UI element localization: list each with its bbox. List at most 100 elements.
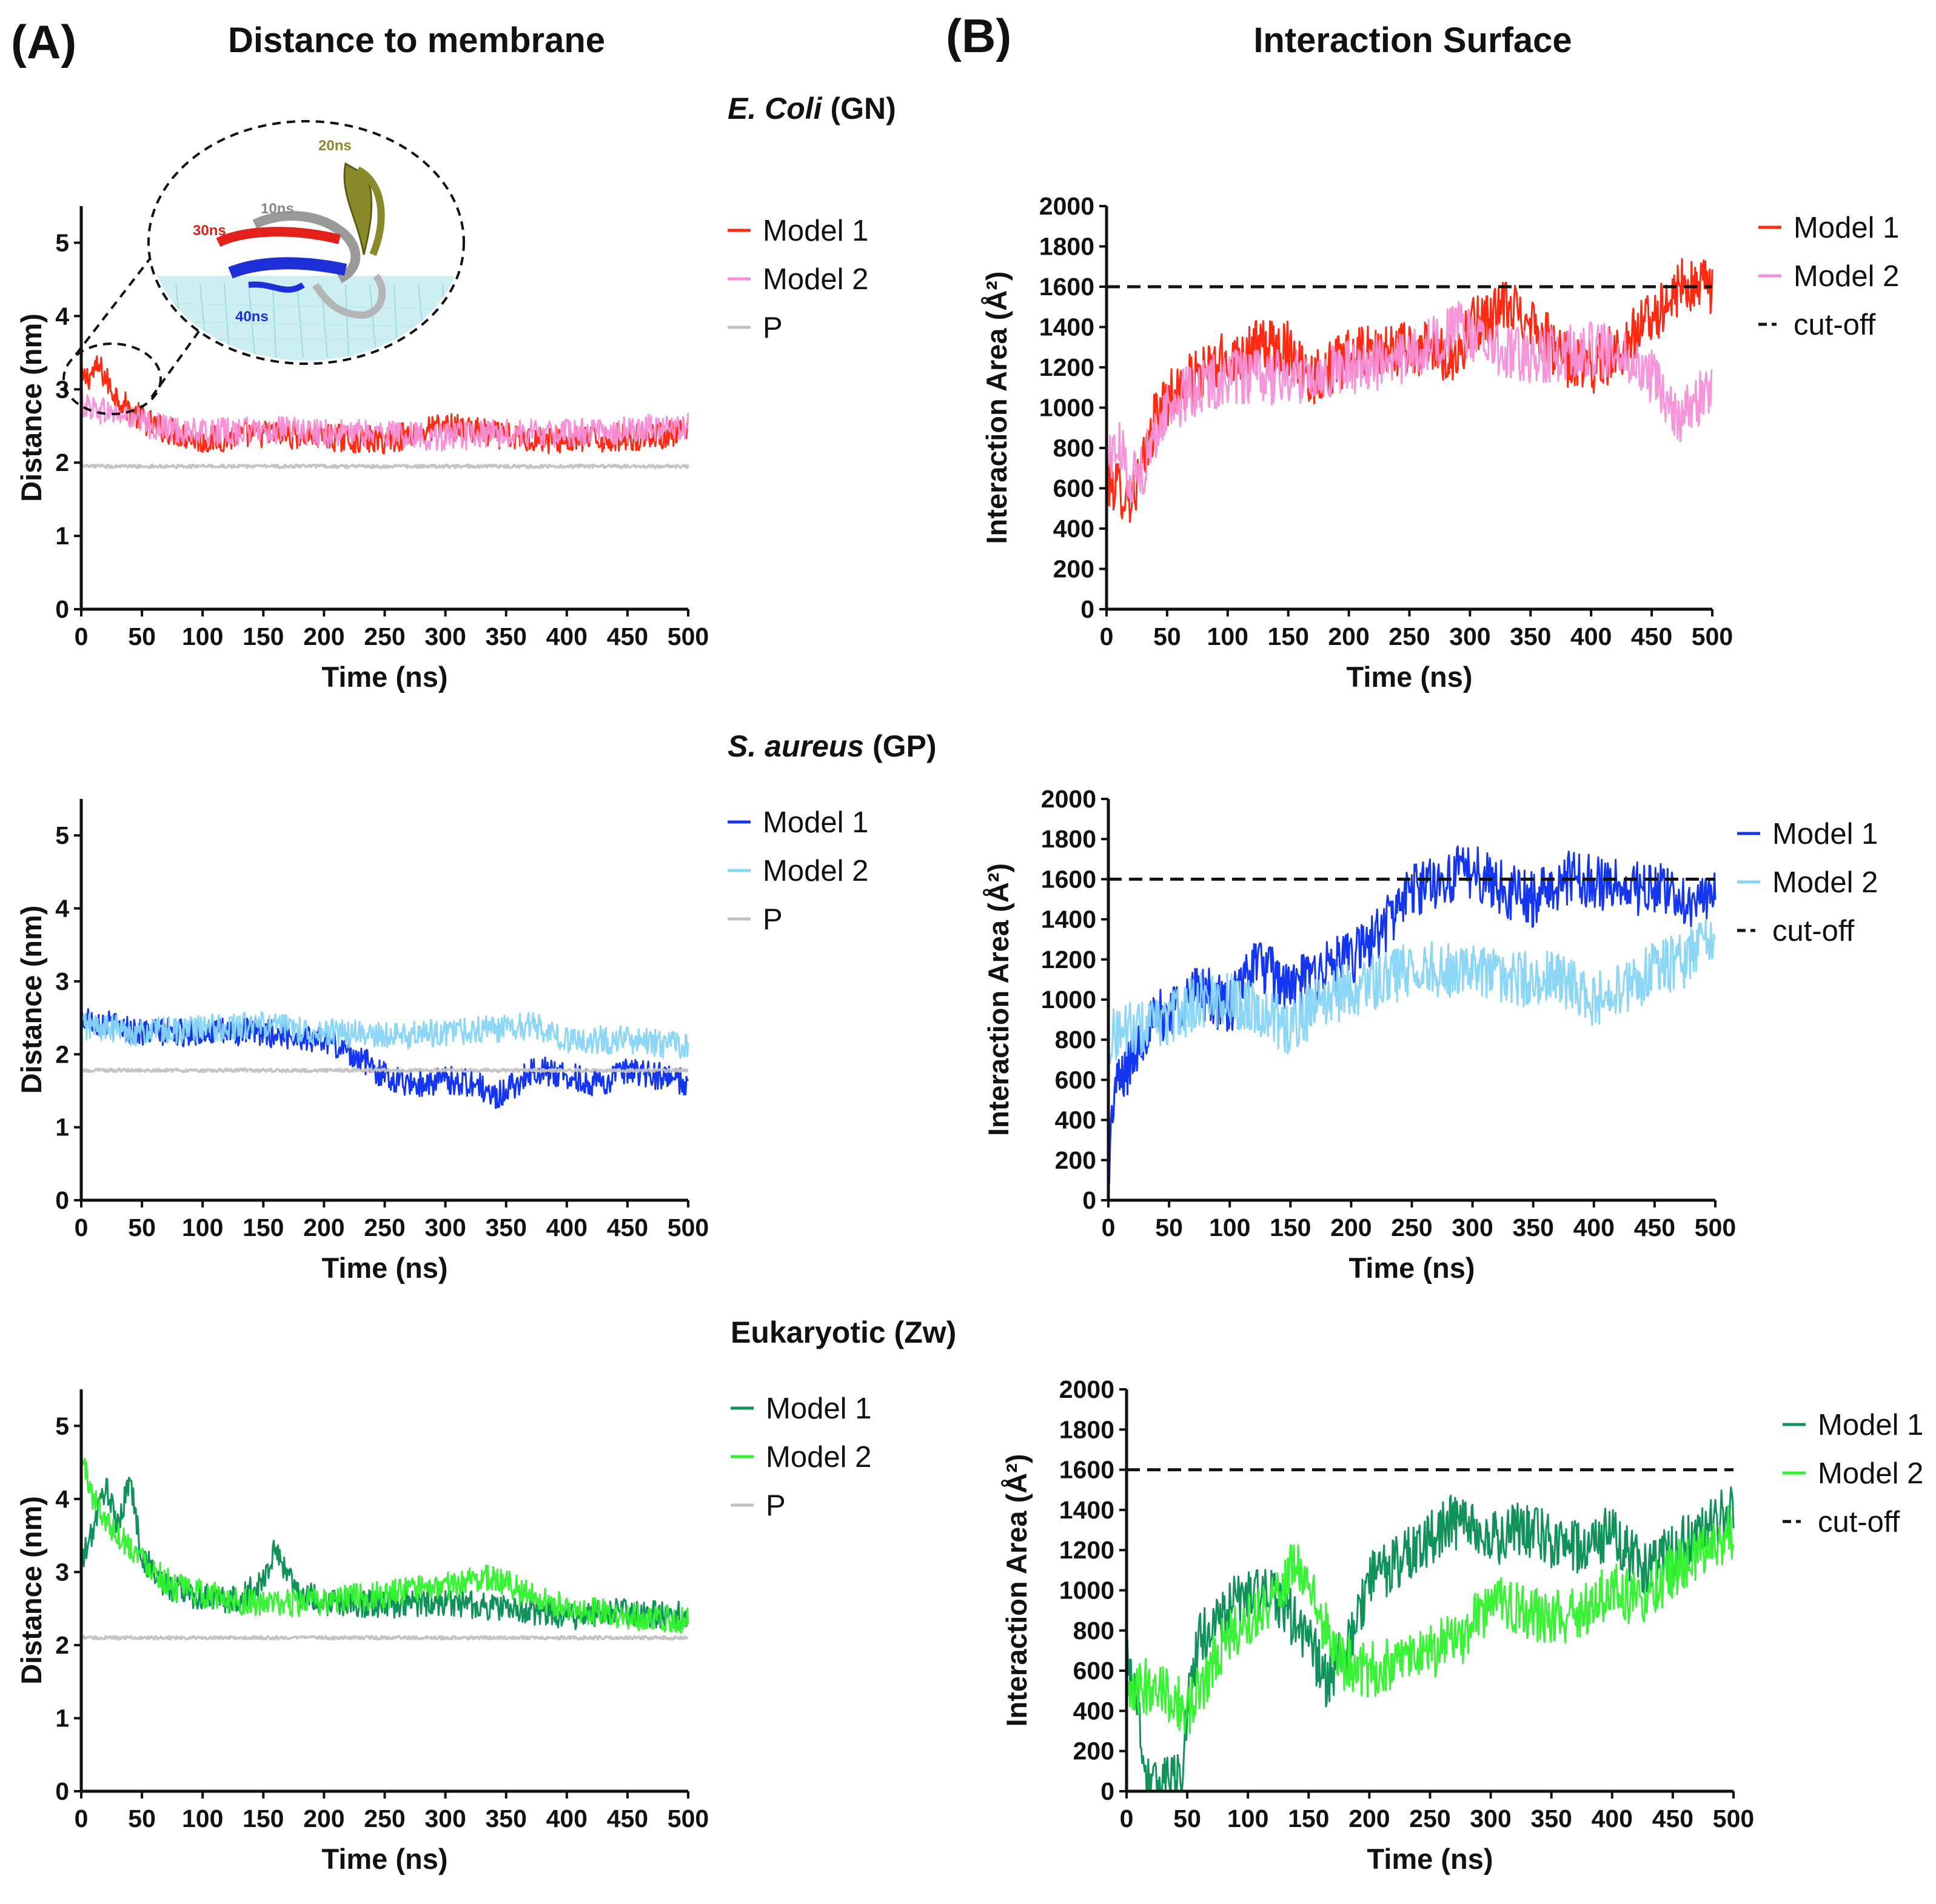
y-tick-label: 0 [55, 1777, 69, 1805]
panel-b-title: Interaction Surface [1253, 21, 1572, 60]
x-tick-label: 100 [1207, 623, 1248, 650]
y-tick-label: 2 [55, 449, 69, 476]
y-tick-label: 800 [1053, 434, 1094, 462]
x-tick-label: 100 [1209, 1214, 1250, 1241]
x-tick-label: 100 [182, 1805, 223, 1832]
y-tick-label: 0 [1100, 1777, 1114, 1805]
legend-label: P [763, 903, 783, 936]
x-tick-label: 100 [182, 623, 223, 650]
chart-distance-ecoli: 0 50 100 150 200 250 300 350 400 450 500 0 1 2 3 4 5 Time… [15, 206, 868, 693]
y-axis-label: Interaction Area (Å²) [982, 863, 1014, 1136]
y-tick-label: 1000 [1041, 986, 1096, 1014]
x-tick-label: 200 [1328, 623, 1369, 650]
x-tick-label: 500 [668, 623, 709, 650]
x-tick-label: 450 [607, 1805, 648, 1832]
legend-label: P [763, 312, 783, 344]
legend-label: Model 1 [1772, 818, 1878, 850]
y-tick-label: 0 [55, 595, 69, 623]
inset-zoom: 20ns 10ns 30ns 40ns [62, 120, 465, 415]
chart-area-saureus: 0 50 100 150 200 250 300 350 400 450 500 0 200 400 600… [982, 785, 1878, 1284]
x-tick-label: 450 [1634, 1214, 1675, 1241]
x-axis-label: Time (ns) [1346, 661, 1472, 693]
x-tick-label: 0 [1120, 1805, 1134, 1832]
y-tick-label: 2 [55, 1040, 69, 1068]
series-line-model-2 [1125, 1505, 1735, 1734]
protein-40ns [248, 281, 305, 293]
y-tick-label: 400 [1073, 1697, 1114, 1725]
x-tick-label: 350 [1530, 1805, 1572, 1832]
legend-label: Model 1 [1794, 212, 1899, 244]
x-tick-label: 200 [1348, 1805, 1390, 1832]
legend-label: Model 1 [766, 1392, 871, 1425]
y-tick-label: 4 [55, 895, 69, 923]
y-tick-label: 1 [55, 1704, 69, 1732]
y-tick-label: 3 [55, 375, 69, 403]
x-tick-label: 500 [1713, 1805, 1754, 1832]
inset-small-ellipse [62, 342, 162, 415]
x-tick-label: 50 [1155, 1214, 1183, 1241]
y-axis-label: Distance (nm) [15, 313, 47, 502]
legend-label: Model 1 [763, 215, 868, 247]
inset-label-10ns: 10ns [261, 201, 294, 217]
legend-label: Model 2 [1772, 866, 1878, 899]
x-tick-label: 0 [75, 1805, 89, 1832]
y-axis-label: Interaction Area (Å²) [980, 271, 1013, 544]
legend-label: P [766, 1489, 786, 1522]
y-tick-label: 200 [1055, 1146, 1096, 1174]
y-axis-label: Distance (nm) [15, 906, 47, 1094]
series-line-model-2 [80, 1449, 689, 1634]
x-tick-label: 500 [1695, 1214, 1736, 1241]
y-tick-label: 800 [1073, 1617, 1114, 1645]
series-line-p [80, 1635, 689, 1641]
y-tick-label: 1 [55, 1114, 69, 1141]
x-tick-label: 150 [243, 1805, 284, 1832]
x-tick-label: 350 [485, 1214, 526, 1241]
x-axis-label: Time (ns) [321, 1843, 447, 1875]
x-axis-label: Time (ns) [1348, 1252, 1475, 1284]
legend-label: cut-off [1772, 915, 1855, 947]
x-axis-label: Time (ns) [321, 1252, 447, 1284]
y-tick-label: 1200 [1039, 353, 1094, 381]
inset-connector-line [150, 320, 207, 398]
series-line-model-2 [1105, 301, 1713, 503]
series-line-model-2 [1107, 919, 1717, 1066]
x-tick-label: 50 [1153, 623, 1181, 650]
y-tick-label: 3 [55, 1558, 69, 1586]
x-tick-label: 50 [128, 1214, 156, 1241]
x-tick-label: 300 [424, 1805, 466, 1832]
x-tick-label: 150 [243, 1214, 284, 1241]
inset-label-40ns: 40ns [235, 309, 269, 325]
x-tick-label: 300 [1452, 1214, 1493, 1241]
x-tick-label: 400 [1570, 623, 1612, 650]
legend-label: Model 2 [763, 263, 868, 296]
legend-label: Model 2 [766, 1441, 871, 1474]
legend-label: Model 2 [763, 855, 868, 887]
x-tick-label: 0 [1100, 623, 1114, 650]
x-tick-label: 250 [364, 623, 405, 650]
x-tick-label: 50 [128, 1805, 156, 1832]
y-tick-label: 1800 [1059, 1415, 1114, 1443]
x-tick-label: 500 [668, 1805, 709, 1832]
y-tick-label: 5 [55, 821, 69, 849]
legend-label: Model 1 [1818, 1409, 1923, 1441]
panel-a-title: Distance to membrane [228, 21, 605, 60]
x-tick-label: 350 [485, 1805, 526, 1832]
x-tick-label: 100 [1227, 1805, 1268, 1832]
x-tick-label: 300 [1470, 1805, 1511, 1832]
y-tick-label: 1200 [1041, 946, 1096, 974]
y-tick-label: 5 [55, 229, 69, 256]
row-title-ecoli: E. Coli (GN) [728, 92, 896, 125]
chart-distance-saureus: 0 50 100 150 200 250 300 350 400 450 500 0 1 2 3 4 5 Time… [15, 799, 868, 1284]
y-tick-label: 2000 [1039, 192, 1094, 220]
y-tick-label: 1400 [1039, 313, 1094, 341]
protein-snapshots-image [216, 162, 386, 319]
row-title-eukaryotic: Eukaryotic (Zw) [731, 1315, 956, 1349]
x-tick-label: 500 [1692, 623, 1733, 650]
y-tick-label: 0 [55, 1186, 69, 1214]
x-tick-label: 300 [424, 1214, 466, 1241]
inset-label-30ns: 30ns [193, 222, 226, 239]
y-tick-label: 800 [1055, 1026, 1096, 1054]
series-line-p [81, 1067, 689, 1074]
x-tick-label: 200 [1330, 1214, 1372, 1241]
